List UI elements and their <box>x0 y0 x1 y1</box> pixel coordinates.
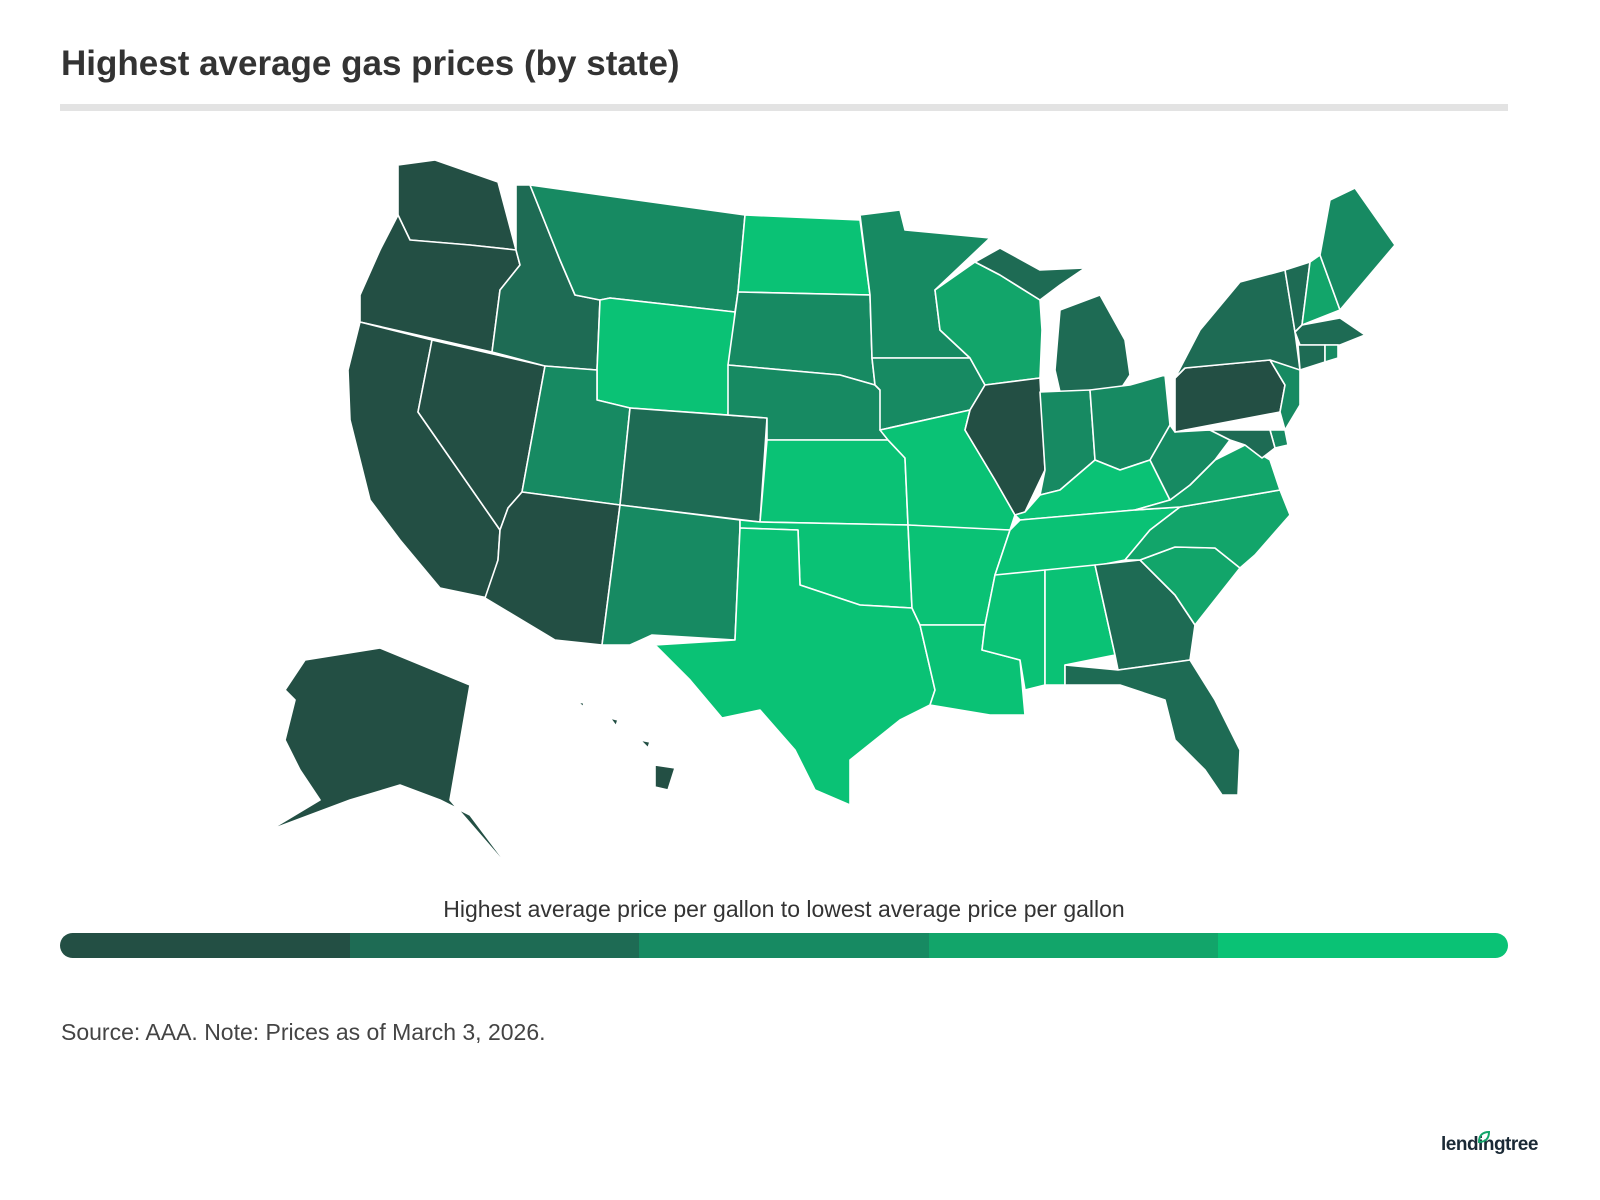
state-shape <box>619 407 768 523</box>
state-shape <box>269 647 516 876</box>
state-ct <box>1297 344 1326 371</box>
state-shape <box>596 297 736 416</box>
legend-bin-1 <box>60 933 350 958</box>
state-shape <box>737 214 871 296</box>
state-shape <box>1124 489 1291 569</box>
state-fl <box>1064 659 1241 796</box>
state-shape <box>397 159 517 251</box>
state-mi <box>974 247 1131 393</box>
state-shape <box>1054 294 1131 393</box>
legend-bin-2 <box>349 933 640 958</box>
state-shape <box>654 764 676 791</box>
state-az <box>484 491 621 646</box>
state-shape <box>1064 659 1241 796</box>
state-ri <box>1324 344 1339 363</box>
state-nd <box>737 214 871 296</box>
legend-label: Highest average price per gallon to lowe… <box>443 896 1125 922</box>
state-me <box>1319 187 1396 311</box>
legend-color-scale <box>60 933 1508 958</box>
state-shape <box>1174 269 1301 386</box>
state-nc <box>1124 489 1291 569</box>
state-shape <box>484 491 621 646</box>
state-hi <box>577 701 676 791</box>
lendingtree-logo: lendingtree <box>1441 1134 1538 1155</box>
state-tx <box>654 527 936 806</box>
state-md <box>1184 429 1276 459</box>
state-wy <box>596 297 736 416</box>
leaf-icon <box>1477 1130 1491 1144</box>
state-shape <box>654 527 936 806</box>
state-ak <box>269 647 516 876</box>
state-shape <box>1184 429 1276 459</box>
state-shape <box>1174 359 1286 433</box>
state-shape <box>577 701 585 708</box>
state-ny <box>1174 269 1301 386</box>
state-co <box>619 407 768 523</box>
state-wa <box>397 159 517 251</box>
state-shape <box>1319 187 1396 311</box>
state-shape <box>1324 344 1339 363</box>
state-shape <box>639 739 651 749</box>
state-shape <box>609 717 619 727</box>
page-title: Highest average gas prices (by state) <box>61 44 680 83</box>
state-ks <box>759 439 909 526</box>
title-divider <box>60 104 1508 111</box>
legend-bin-3 <box>639 933 929 958</box>
legend-bin-4 <box>928 933 1219 958</box>
state-shape <box>759 439 909 526</box>
legend-bin-5 <box>1218 933 1508 958</box>
source-note: Source: AAA. Note: Prices as of March 3,… <box>61 1019 546 1045</box>
state-shape <box>601 504 741 646</box>
state-pa <box>1174 359 1286 433</box>
state-shape <box>1297 344 1326 371</box>
state-nm <box>601 504 741 646</box>
state-shape <box>974 247 1086 301</box>
